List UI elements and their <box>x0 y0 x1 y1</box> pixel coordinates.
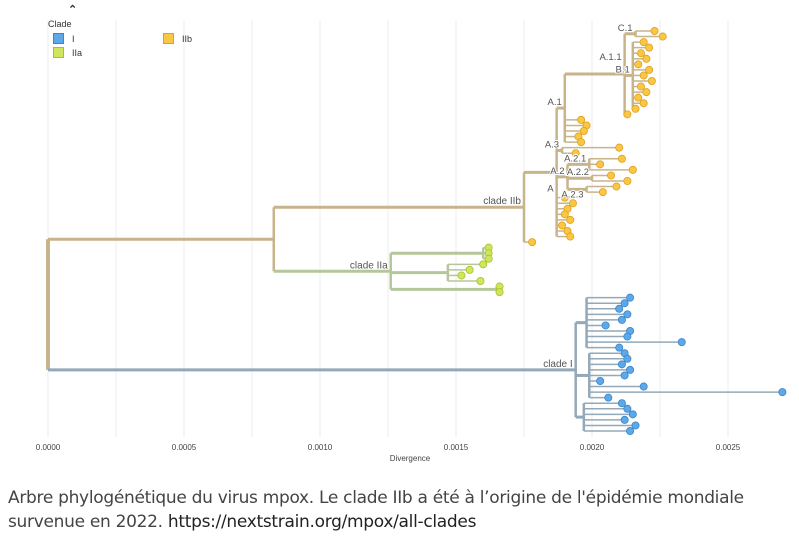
phylogenetic-tree[interactable]: 0.0000 0.0005 0.0010 0.0015 0.0020 0.0025 Dive… <box>0 0 799 470</box>
tree-tip[interactable] <box>601 321 610 330</box>
tree-tip[interactable] <box>636 49 645 58</box>
tree-tip[interactable] <box>623 310 632 319</box>
tree-tip[interactable] <box>647 77 656 86</box>
axis-title: Divergence <box>390 454 431 463</box>
legend-label: I <box>72 33 75 44</box>
tree-tip[interactable] <box>639 382 648 391</box>
tree-tip[interactable] <box>457 271 466 280</box>
tree-tip[interactable] <box>558 221 567 230</box>
tree-tip[interactable] <box>631 421 640 430</box>
swatch-i <box>53 33 64 44</box>
tree-tip[interactable] <box>617 360 626 369</box>
tree-tip[interactable] <box>617 154 626 163</box>
tree-tip[interactable] <box>645 65 654 74</box>
tree-tip[interactable] <box>579 127 588 136</box>
collapse-legend-icon[interactable]: ⌃ <box>68 4 78 16</box>
clade-label: A.1.1 <box>599 52 621 63</box>
legend-item-iia[interactable]: IIa <box>53 47 82 58</box>
tree-tip[interactable] <box>577 115 586 124</box>
legend-item-iib[interactable]: IIb <box>163 33 192 44</box>
tree-tip[interactable] <box>566 232 575 241</box>
tree-tip[interactable] <box>623 110 632 119</box>
tree-tip[interactable] <box>484 254 493 263</box>
tree-tip[interactable] <box>598 188 607 197</box>
tree-tip[interactable] <box>612 182 621 191</box>
tree-tip[interactable] <box>577 138 586 147</box>
tree-tip[interactable] <box>571 149 580 158</box>
tree-tip[interactable] <box>626 426 635 435</box>
axis-tick-label: 0.0025 <box>716 443 741 452</box>
tree-tip[interactable] <box>495 288 504 297</box>
tree-tip[interactable] <box>604 393 613 402</box>
tree-tip[interactable] <box>623 354 632 363</box>
tree-tip[interactable] <box>677 338 686 347</box>
tree-tip[interactable] <box>623 404 632 413</box>
tree-tip[interactable] <box>596 376 605 385</box>
tree-tip[interactable] <box>528 238 537 247</box>
tree-tip[interactable] <box>634 60 643 69</box>
legend-item-i[interactable]: I <box>53 33 75 44</box>
clade-label: B.1 <box>616 64 630 75</box>
clade-label: clade I <box>543 359 572 370</box>
tree-tip[interactable] <box>778 388 787 397</box>
tree-tip[interactable] <box>642 88 651 97</box>
tree-tip[interactable] <box>658 32 667 41</box>
swatch-iib <box>163 33 174 44</box>
clade-label: C.1 <box>618 23 633 34</box>
legend-title: Clade <box>48 19 72 29</box>
tree-tip[interactable] <box>628 165 637 174</box>
tree-tip[interactable] <box>615 143 624 152</box>
tree-tip[interactable] <box>620 371 629 380</box>
axis-tick-label: 0.0020 <box>580 443 605 452</box>
tree-tip[interactable] <box>596 160 605 169</box>
clade-label: clade IIb <box>483 196 521 207</box>
tree-tip[interactable] <box>615 304 624 313</box>
tree-tip[interactable] <box>645 43 654 52</box>
tree-tip[interactable] <box>639 38 648 47</box>
tree-tip[interactable] <box>465 265 474 274</box>
caption: Arbre phylogénétique du virus mpox. Le c… <box>8 486 798 534</box>
tree-tip[interactable] <box>634 93 643 102</box>
tree-tip[interactable] <box>560 210 569 219</box>
tree-tip[interactable] <box>650 26 659 35</box>
clade-label: A.3 <box>545 139 559 150</box>
axis-tick-label: 0.0000 <box>36 443 61 452</box>
tree-tip[interactable] <box>479 260 488 269</box>
clade-label: A <box>547 183 554 194</box>
tree-tip[interactable] <box>626 365 635 374</box>
tree-tip[interactable] <box>617 399 626 408</box>
clade-label: clade IIa <box>350 260 388 271</box>
tree-tip[interactable] <box>617 315 626 324</box>
tree-tip[interactable] <box>568 199 577 208</box>
axis-tick-label: 0.0015 <box>444 443 469 452</box>
tree-tip[interactable] <box>623 332 632 341</box>
source-link[interactable]: https://nextstrain.org/mpox/all-clades <box>167 512 477 532</box>
tree-tip[interactable] <box>628 410 637 419</box>
tree-tip[interactable] <box>642 54 651 63</box>
legend-label: IIa <box>72 47 83 58</box>
tree-tip[interactable] <box>639 99 648 108</box>
tree-tip[interactable] <box>631 104 640 113</box>
clade-label: A.1 <box>548 97 562 108</box>
axis-tick-label: 0.0010 <box>308 443 333 452</box>
tree-tip[interactable] <box>623 176 632 185</box>
swatch-iia <box>53 47 64 58</box>
tree-tip[interactable] <box>476 276 485 285</box>
tree-tip[interactable] <box>636 82 645 91</box>
tree-tip[interactable] <box>620 415 629 424</box>
tree-tip[interactable] <box>560 193 569 202</box>
caption-text: Arbre phylogénétique du virus mpox. Le c… <box>8 488 744 532</box>
tree-tip[interactable] <box>566 215 575 224</box>
legend-label: IIb <box>182 33 193 44</box>
clade-label: A.2.2 <box>567 167 589 178</box>
tree-tip[interactable] <box>626 293 635 302</box>
tree-tip[interactable] <box>615 343 624 352</box>
tree-tip[interactable] <box>607 171 616 180</box>
tree-tip[interactable] <box>639 71 648 80</box>
clade-label: A.2 <box>550 166 564 177</box>
clade-label: A.2.3 <box>561 189 583 200</box>
axis-tick-label: 0.0005 <box>172 443 197 452</box>
tree-tip[interactable] <box>620 299 629 308</box>
clade-label: A.2.1 <box>564 153 586 164</box>
